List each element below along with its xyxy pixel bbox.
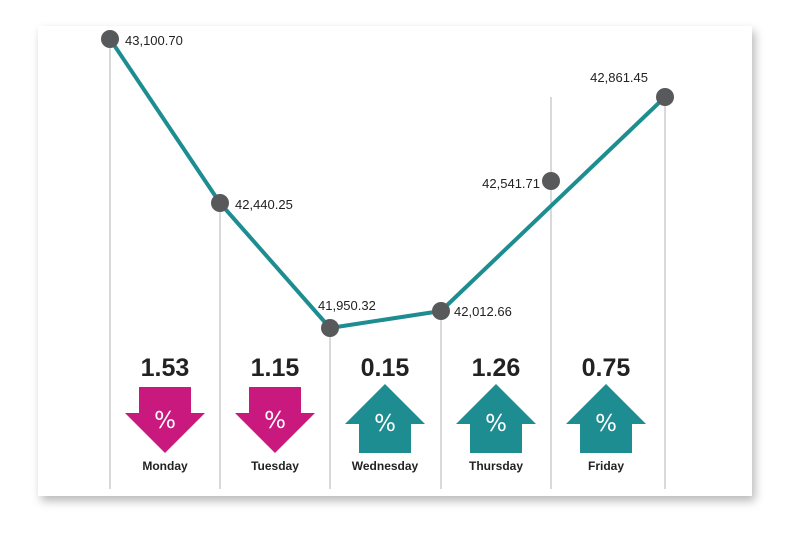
percent-icon: %	[595, 411, 617, 437]
up-arrow-icon-friday	[566, 384, 646, 453]
value-label-thursday: 42,012.66	[454, 304, 512, 319]
series-line	[108, 37, 667, 330]
value-label-wednesday: 41,950.32	[318, 298, 376, 313]
percent-icon: %	[264, 408, 286, 434]
value-label-tuesday: 42,440.25	[235, 197, 293, 212]
data-point-thursday-close	[542, 172, 560, 190]
down-arrow-icon-monday	[125, 387, 205, 453]
value-label-friday: 42,861.45	[590, 70, 648, 85]
change-value-monday: 1.53	[141, 354, 190, 382]
day-label-friday: Friday	[588, 459, 624, 473]
data-point-monday	[101, 30, 119, 48]
data-point-wednesday	[321, 319, 339, 337]
change-value-thursday: 1.26	[472, 354, 521, 382]
day-label-wednesday: Wednesday	[352, 459, 419, 473]
value-label-monday: 43,100.70	[125, 33, 183, 48]
data-point-thursday	[432, 302, 450, 320]
day-label-tuesday: Tuesday	[251, 459, 299, 473]
percent-icon: %	[374, 411, 396, 437]
change-value-tuesday: 1.15	[251, 354, 300, 382]
change-value-wednesday: 0.15	[361, 354, 410, 382]
data-point-friday	[656, 88, 674, 106]
percent-icon: %	[154, 408, 176, 434]
percent-icon: %	[485, 411, 507, 437]
day-label-thursday: Thursday	[469, 459, 523, 473]
up-arrow-icon-wednesday	[345, 384, 425, 453]
data-point-tuesday	[211, 194, 229, 212]
down-arrow-icon-tuesday	[235, 387, 315, 453]
value-label-thursday-close: 42,541.71	[482, 176, 540, 191]
day-label-monday: Monday	[142, 459, 188, 473]
up-arrow-icon-thursday	[456, 384, 536, 453]
change-value-friday: 0.75	[582, 354, 631, 382]
